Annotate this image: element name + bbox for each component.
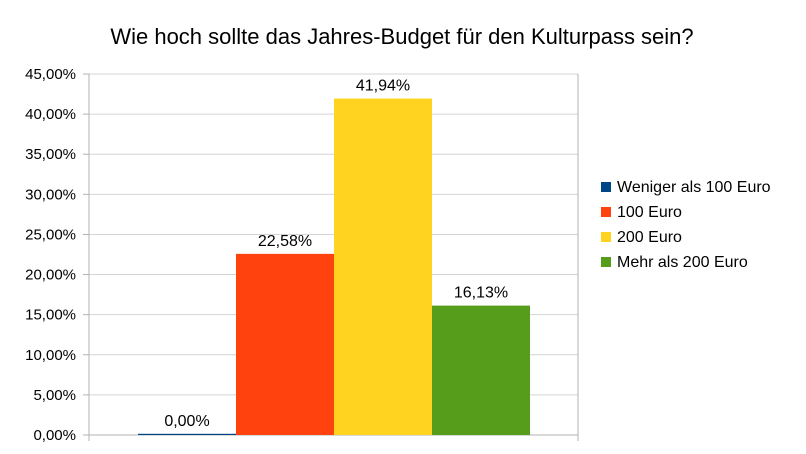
data-label: 0,00% xyxy=(164,413,209,430)
y-tick-label: 20,00% xyxy=(25,267,76,284)
legend: Weniger als 100 Euro 100 Euro 200 Euro Mehr… xyxy=(601,179,771,271)
y-tick-label: 10,00% xyxy=(25,347,76,364)
y-tick-label: 40,00% xyxy=(25,106,76,123)
y-tick-label: 35,00% xyxy=(25,146,76,163)
bar xyxy=(236,253,334,435)
legend-entry: 100 Euro xyxy=(617,204,682,221)
chart-title: Wie hoch sollte das Jahres-Budget für de… xyxy=(110,24,693,49)
y-tick-label: 45,00% xyxy=(25,66,76,83)
legend-swatch xyxy=(601,182,611,192)
legend-swatch xyxy=(601,207,611,217)
legend-entry: 200 Euro xyxy=(617,229,682,246)
bar xyxy=(334,98,432,435)
y-tick-label: 25,00% xyxy=(25,226,76,243)
data-label: 22,58% xyxy=(258,233,312,250)
legend-swatch xyxy=(601,232,611,242)
data-labels: 0,00% 22,58% 41,94% 16,13% xyxy=(164,78,508,430)
bar xyxy=(138,433,236,435)
legend-entry: Mehr als 200 Euro xyxy=(617,254,748,271)
y-tick-label: 30,00% xyxy=(25,186,76,203)
bars xyxy=(138,98,530,435)
bar xyxy=(432,305,530,435)
data-label: 16,13% xyxy=(454,285,508,302)
data-label: 41,94% xyxy=(356,78,410,95)
y-axis-ticks: 0,00% 5,00% 10,00% 15,00% 20,00% 25,00% 30,00%… xyxy=(25,66,76,444)
y-tick-label: 15,00% xyxy=(25,307,76,324)
legend-swatch xyxy=(601,257,611,267)
y-tick-label: 0,00% xyxy=(33,427,76,444)
y-tick-label: 5,00% xyxy=(33,387,76,404)
legend-entry: Weniger als 100 Euro xyxy=(617,179,771,196)
